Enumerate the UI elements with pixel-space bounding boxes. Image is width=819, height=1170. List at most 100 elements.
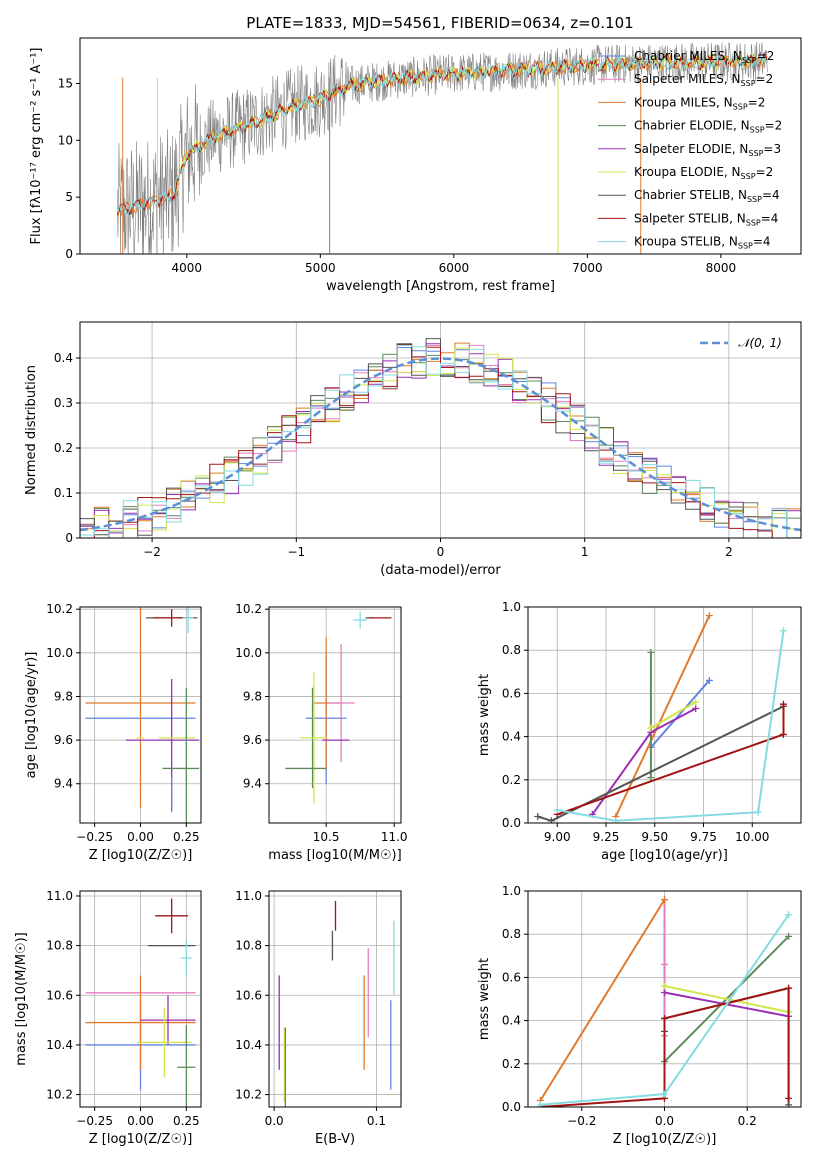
x-axis-label: E(B-V)	[315, 1132, 355, 1147]
y-tick-label: 10.0	[46, 646, 73, 660]
weight-marker-kroupa_stelib	[779, 627, 787, 635]
mass-vs-Z-panel: −0.25 0.00 0.25 10.2 10.4 10.6 10.8 11.0 Z [log1…	[14, 889, 202, 1147]
residual-panel: −2 −1 0 1 2 0 0.1 0.2 0.3 0.4 (data-model)/error No…	[24, 321, 802, 578]
weight-marker-kroupa_stelib	[553, 806, 561, 814]
y-tick-label: 5	[65, 190, 73, 204]
plot-area	[536, 896, 793, 1107]
axes-frame	[268, 890, 402, 1108]
x-tick-label: 0	[437, 545, 445, 559]
y-tick-label: 9.4	[54, 777, 73, 791]
plot-area	[85, 607, 200, 823]
y-axis-label: mass weight	[477, 958, 492, 1040]
weight-marker-kroupa_elodie	[692, 698, 700, 706]
weight-marker-chabrier_stelib	[534, 813, 542, 821]
weight-line-chabrier_stelib	[537, 705, 784, 822]
x-axis-label: Z [log10(Z/Z☉)]	[89, 1132, 193, 1147]
y-tick-label: 0.0	[502, 816, 521, 830]
axes-frame	[527, 606, 802, 824]
spectrum-panel: 4000 5000 6000 7000 8000 0 5 10 15 wavelength [An…	[29, 37, 802, 294]
x-axis-label: Z [log10(Z/Z☉)]	[613, 1132, 717, 1147]
weight-line-kroupa_elodie	[664, 985, 789, 1013]
legend-entry-salpeter_miles: Salpeter MILES, NSSP=2	[634, 72, 773, 88]
y-tick-label: 0.4	[502, 1014, 521, 1028]
legend-entry-kroupa_miles: Kroupa MILES, NSSP=2	[634, 95, 765, 111]
y-tick-label: 11.0	[235, 889, 262, 903]
x-axis-label: (data-model)/error	[380, 563, 501, 578]
legend-entry-salpeter_stelib: Salpeter STELIB, NSSP=4	[634, 211, 778, 227]
y-tick-label: 1.0	[502, 600, 521, 614]
x-tick-label: 1	[581, 545, 589, 559]
y-tick-label: 0.3	[54, 396, 73, 410]
x-tick-label: 0.0	[655, 1114, 674, 1128]
plot-area	[285, 611, 392, 804]
y-tick-label: 0.1	[54, 486, 73, 500]
legend-entry-kroupa_stelib: Kroupa STELIB, NSSP=4	[634, 235, 771, 251]
weight-marker-kroupa_elodie	[647, 724, 655, 732]
weight-marker-salpeter_elodie	[692, 705, 700, 713]
plot-area	[85, 898, 196, 1107]
y-axis-label: Flux [fλ10⁻¹⁷ erg cm⁻² s⁻¹ A⁻¹]	[29, 48, 44, 245]
x-tick-label: −1	[287, 545, 305, 559]
y-tick-label: 0.4	[502, 730, 521, 744]
y-axis-label: mass [log10(M/M☉)]	[14, 932, 29, 1065]
weight-line-kroupa_elodie	[650, 701, 697, 729]
y-tick-label: 10	[58, 133, 73, 147]
model-spectrum-kroupa_stelib	[117, 54, 768, 216]
weight-vs-Z-panel: −0.2 0.0 0.2 0.0 0.2 0.4 0.6 0.8 1.0 Z [log10(Z/Z…	[477, 884, 802, 1147]
weight-marker-salpeter_stelib	[785, 1094, 793, 1102]
y-tick-label: 10.0	[235, 646, 262, 660]
y-tick-label: 9.8	[243, 689, 262, 703]
x-tick-label: 11.0	[381, 830, 408, 844]
y-tick-label: 0.8	[502, 927, 521, 941]
gaussian-legend-label: 𝒩(0, 1)	[738, 336, 782, 350]
y-tick-label: 10.2	[46, 1088, 73, 1102]
weight-marker-chabrier_elodie	[785, 932, 793, 940]
weight-marker-salpeter_elodie	[661, 989, 668, 997]
y-tick-label: 0.4	[54, 351, 73, 365]
y-tick-label: 0	[65, 531, 73, 545]
y-axis-label: age [log10(age/yr)]	[24, 652, 39, 779]
mass-vs-ebv-panel: 0.0 0.1 10.2 10.4 10.6 10.8 11.0 E(B-V)	[235, 889, 402, 1147]
gaussian-curve	[80, 357, 801, 532]
x-tick-label: 9.75	[690, 830, 717, 844]
y-tick-label: 10.4	[235, 1038, 262, 1052]
x-tick-label: 5000	[305, 261, 336, 275]
weight-marker-chabrier_stelib	[785, 1101, 793, 1107]
y-tick-label: 10.6	[235, 988, 262, 1002]
y-tick-label: 9.8	[54, 689, 73, 703]
x-tick-label: 2	[725, 545, 733, 559]
y-tick-label: 0.0	[502, 1100, 521, 1114]
weight-marker-kroupa_elodie	[661, 982, 668, 990]
weight-line-kroupa_stelib	[557, 630, 785, 822]
y-tick-label: 10.8	[46, 939, 73, 953]
age-vs-Z-panel: −0.25 0.00 0.25 9.4 9.6 9.8 10.0 10.2 Z [log10(Z…	[24, 602, 202, 863]
weight-marker-chabrier_stelib	[547, 817, 555, 823]
x-tick-label: −0.2	[567, 1114, 596, 1128]
y-tick-label: 0.2	[502, 1057, 521, 1071]
x-axis-label: wavelength [Angstrom, rest frame]	[326, 279, 555, 294]
legend-entry-salpeter_elodie: Salpeter ELODIE, NSSP=3	[634, 142, 781, 158]
y-tick-label: 9.6	[54, 733, 73, 747]
weight-marker-salpeter_stelib	[779, 700, 787, 708]
plot-area	[534, 612, 787, 823]
x-tick-label: 8000	[706, 261, 737, 275]
x-tick-label: 0.1	[367, 1114, 386, 1128]
weight-line-salpeter_elodie	[591, 707, 697, 815]
x-tick-label: 0.00	[127, 830, 154, 844]
weight-marker-salpeter_stelib	[779, 730, 787, 738]
weight-line-salpeter_stelib	[556, 704, 785, 816]
y-tick-label: 11.0	[46, 889, 73, 903]
weight-line-kroupa_miles	[614, 615, 711, 817]
y-tick-label: 10.6	[46, 988, 73, 1002]
y-tick-label: 10.2	[235, 1088, 262, 1102]
weight-marker-salpeter_stelib	[661, 1014, 668, 1022]
y-tick-label: 1.0	[502, 884, 521, 898]
x-tick-label: 10.00	[735, 830, 769, 844]
weight-marker-kroupa_stelib	[754, 808, 762, 816]
y-tick-label: 9.6	[243, 733, 262, 747]
axes-frame	[79, 37, 802, 255]
weight-vs-age-panel: 9.00 9.25 9.50 9.75 10.00 0.0 0.2 0.4 0.6 0.8 1.0 a…	[477, 600, 802, 863]
weight-marker-salpeter_miles	[661, 960, 668, 968]
weight-marker-kroupa_miles	[661, 896, 668, 904]
x-tick-label: 0.0	[265, 1114, 284, 1128]
